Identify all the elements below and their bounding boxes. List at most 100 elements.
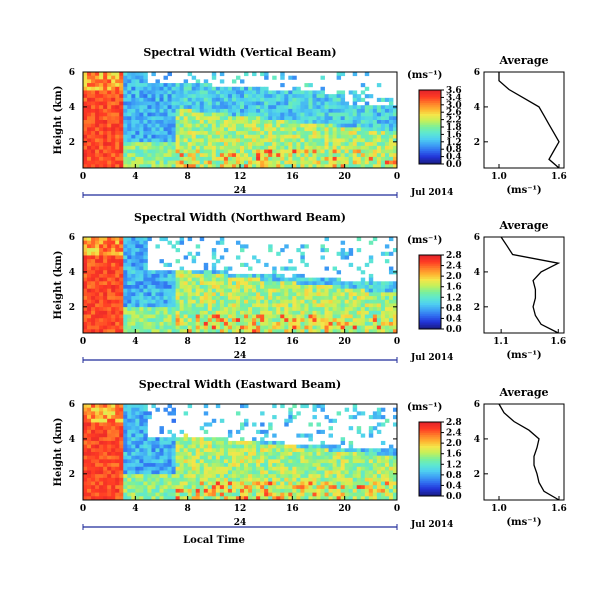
heatmap-cell [175, 259, 181, 264]
heatmap-cell [87, 440, 92, 446]
heatmap-cell [219, 127, 225, 132]
heatmap-cell [99, 116, 104, 121]
heatmap-cell [227, 142, 233, 147]
heatmap-cell [91, 101, 96, 106]
heatmap-cell [292, 492, 297, 497]
heatmap-cell [304, 160, 309, 165]
heatmap-cell [336, 90, 342, 95]
heatmap-cell [127, 101, 132, 106]
heatmap-cell [372, 105, 378, 110]
heatmap-cell [143, 404, 148, 409]
heatmap-cell [179, 131, 185, 136]
heatmap-cell [376, 116, 382, 121]
heatmap-cell [340, 452, 346, 457]
heatmap-cell [143, 426, 148, 431]
heatmap-cell [103, 160, 108, 165]
colorbar-tick-label: 0.4 [446, 153, 462, 163]
heatmap-cell [147, 86, 152, 91]
heatmap-cell [219, 321, 225, 327]
heatmap-cell [163, 127, 168, 132]
heatmap-cell [380, 116, 386, 121]
heatmap-cell [199, 123, 205, 128]
heatmap-cell [119, 411, 124, 416]
heatmap-cell [235, 496, 241, 501]
x-tick-label: 12 [234, 337, 247, 347]
heatmap-cell [332, 474, 338, 479]
heatmap-cell [223, 459, 229, 464]
heatmap-cell [356, 325, 362, 330]
heatmap-cell [211, 138, 217, 143]
heatmap-cell [300, 321, 305, 327]
heatmap-cell [240, 116, 245, 121]
heatmap-cell [284, 496, 289, 501]
heatmap-cell [240, 277, 245, 282]
heatmap-cell [159, 83, 164, 88]
heatmap-cell [316, 134, 321, 139]
heatmap-cell [340, 108, 346, 114]
heatmap-cell [179, 292, 185, 297]
heatmap-cell [135, 448, 140, 453]
heatmap-cell [360, 474, 366, 479]
heatmap-cell [87, 266, 92, 271]
heatmap-cell [348, 470, 354, 475]
heatmap-cell [187, 145, 193, 150]
heatmap-cell [207, 127, 213, 132]
heatmap-cell [248, 164, 253, 169]
heatmap-cell [388, 296, 394, 301]
heatmap-cell [147, 310, 152, 315]
heatmap-cell [324, 138, 329, 143]
heatmap-cell [99, 329, 104, 334]
heatmap-cell [372, 153, 378, 158]
heatmap-cell [276, 329, 281, 334]
heatmap-cell [260, 134, 265, 139]
heatmap-cell [280, 444, 285, 449]
heatmap-cell [256, 131, 261, 136]
heatmap-cell [95, 149, 100, 154]
heatmap-cell [296, 86, 301, 91]
heatmap-cell [368, 474, 374, 479]
heatmap-cell [296, 466, 301, 471]
heatmap-cell [368, 415, 374, 420]
heatmap-cell [240, 285, 245, 290]
heatmap-cell [223, 440, 229, 446]
heatmap-cell [107, 72, 112, 77]
heatmap-cell [336, 145, 342, 150]
heatmap-cell [199, 90, 205, 95]
heatmap-cell [127, 440, 132, 446]
heatmap-cell [87, 459, 92, 464]
heatmap-cell [284, 296, 289, 301]
heatmap-cell [147, 131, 152, 136]
heatmap-cell [368, 156, 374, 162]
heatmap-cell [352, 448, 358, 453]
heatmap-cell [231, 477, 237, 482]
heatmap-cell [91, 281, 96, 286]
heatmap-cell [223, 314, 229, 319]
heatmap-cell [163, 131, 168, 136]
heatmap-cell [268, 149, 273, 154]
heatmap-cell [388, 477, 394, 482]
heatmap-cell [300, 404, 305, 409]
heatmap-cell [336, 153, 342, 158]
heatmap-cell [332, 123, 338, 128]
heatmap-cell [111, 248, 116, 253]
heatmap-cell [159, 307, 164, 312]
heatmap-cell [240, 86, 245, 91]
heatmap-cell [107, 97, 112, 102]
heatmap-cell [127, 437, 132, 442]
heatmap-cell [151, 285, 156, 290]
heatmap-cell [191, 325, 197, 330]
heatmap-cell [376, 285, 382, 290]
heatmap-cell [135, 94, 140, 99]
heatmap-cell [256, 142, 261, 147]
heatmap-cell [312, 407, 317, 412]
heatmap-cell [175, 285, 181, 290]
heatmap-cell [324, 459, 329, 464]
heatmap-cell [260, 492, 265, 497]
heatmap-cell [304, 303, 309, 308]
heatmap-cell [292, 415, 297, 420]
heatmap-cell [183, 307, 189, 312]
heatmap-cell [252, 94, 257, 99]
heatmap-cell [308, 496, 313, 501]
heatmap-cell [147, 325, 152, 330]
heatmap-cell [215, 455, 221, 460]
